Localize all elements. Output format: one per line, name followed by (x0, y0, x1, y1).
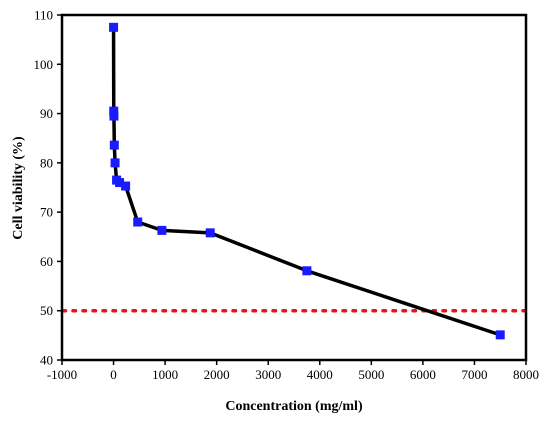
x-tick-label: -1000 (47, 367, 77, 382)
x-tick-label: 3000 (255, 367, 281, 382)
x-tick-label: 6000 (410, 367, 436, 382)
data-point (109, 111, 119, 121)
y-tick-label: 70 (40, 205, 53, 220)
x-tick-label: 5000 (358, 367, 384, 382)
data-points (109, 22, 505, 340)
x-axis-title: Concentration (mg/ml) (225, 399, 363, 414)
y-tick-label: 100 (34, 57, 54, 72)
y-tick-label: 40 (40, 353, 53, 368)
data-point (495, 330, 505, 340)
y-tick-label: 80 (40, 155, 53, 170)
plot-frame (60, 13, 528, 362)
x-tick-label: 0 (110, 367, 117, 382)
data-point (121, 181, 131, 191)
data-point (110, 158, 120, 168)
data-point (133, 217, 143, 227)
x-tick-label: 7000 (461, 367, 487, 382)
data-point (109, 22, 119, 32)
series-line (111, 25, 502, 337)
y-tick-label: 60 (40, 254, 53, 269)
x-tick-label: 8000 (513, 367, 539, 382)
y-tick-label: 110 (34, 8, 53, 23)
data-point (157, 225, 167, 235)
x-tick-label: 4000 (307, 367, 333, 382)
data-point (205, 228, 215, 238)
x-tick-label: 1000 (152, 367, 178, 382)
y-tick-label: 50 (40, 303, 53, 318)
data-point (109, 106, 119, 116)
series-lines (111, 25, 502, 337)
data-point (115, 178, 125, 188)
y-axis-title: Cell viability (%) (11, 136, 26, 240)
y-tick-label: 90 (40, 106, 53, 121)
tick-labels: -1000 0 1000 2000 3000 4000 5000 6000 7000 8000 40… (34, 8, 540, 383)
data-point (109, 140, 119, 150)
data-point (302, 266, 312, 276)
x-tick-label: 2000 (204, 367, 230, 382)
